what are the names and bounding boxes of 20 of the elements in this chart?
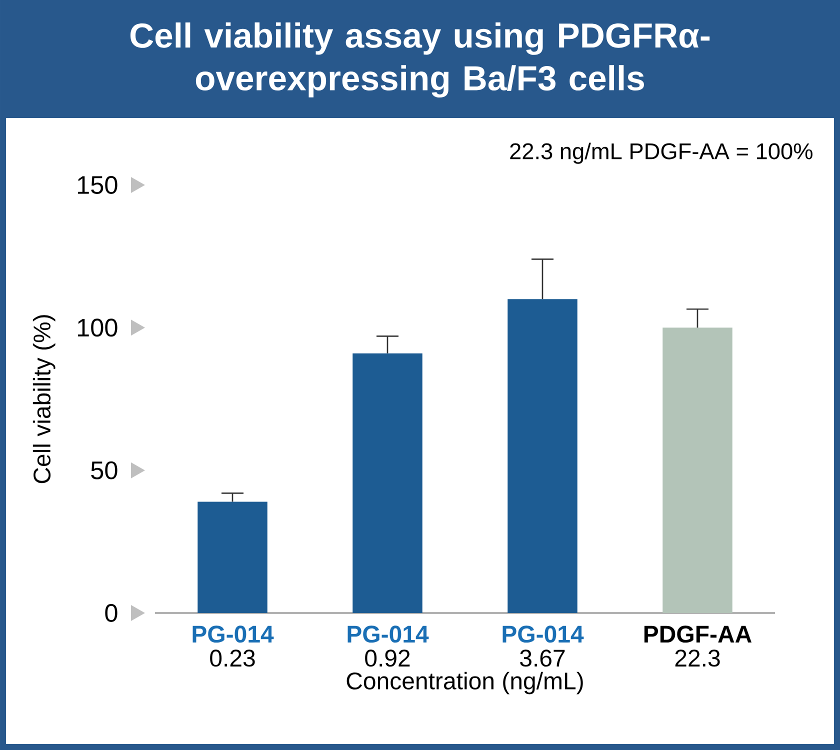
chart-title: Cell viability assay using PDGFRα-overexpressing Ba/F3 cells	[130, 22, 710, 98]
x-tick-label: 0.92	[365, 650, 410, 667]
text: PG-014	[348, 626, 429, 643]
bar	[352, 353, 422, 613]
series-label: PG-014	[192, 626, 274, 643]
bar	[508, 299, 578, 613]
y-tick-label: 150	[78, 176, 118, 194]
text: 22.3 ng/mL PDGF-AA = 100%	[510, 142, 812, 164]
x-tick-label: 3.67	[520, 650, 565, 667]
y-axis-title: Cell viability (%)	[32, 315, 56, 484]
x-tick-label: 22.3	[675, 650, 720, 667]
bar	[198, 502, 268, 613]
y-tick-label: 50	[91, 461, 118, 480]
y-tick-label: 100	[78, 318, 118, 337]
x-axis-title: Concentration (ng/mL)	[346, 672, 583, 694]
series-label: PDGF-AA	[644, 626, 752, 643]
y-tick-label: 0	[105, 604, 118, 622]
x-tick-label: 0.23	[210, 650, 255, 667]
bar	[662, 328, 732, 613]
text: PG-014	[502, 626, 584, 643]
